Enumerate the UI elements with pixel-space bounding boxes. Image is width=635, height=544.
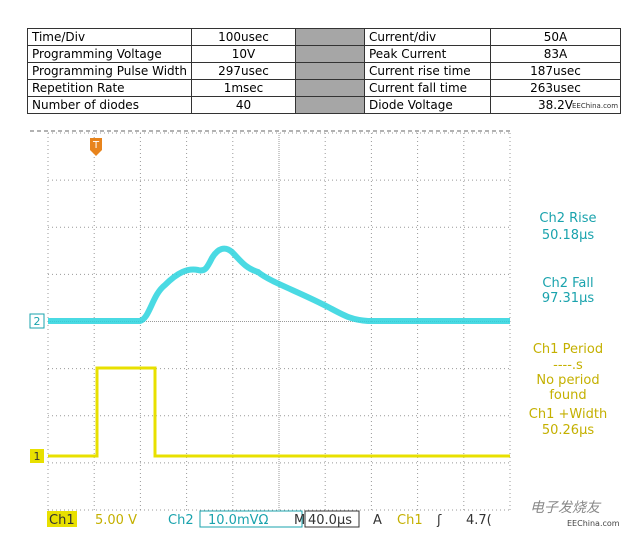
label-cell: Programming Voltage xyxy=(27,45,192,63)
settings-table: Time/Div 100usec Current/div 50A Programming… xyxy=(27,28,621,114)
readout-label: Ch1 +Width xyxy=(529,407,607,422)
ch1-label: Ch1 xyxy=(49,513,75,528)
trigger-mode: A xyxy=(373,513,382,528)
label-cell: Diode Voltage xyxy=(363,96,491,114)
trigger-level: 4.7( xyxy=(466,513,492,528)
logo: 电子发烧友 xyxy=(530,500,602,516)
value-cell: 1msec xyxy=(190,79,296,97)
table-row: Programming Pulse Width 297usec Current ri… xyxy=(27,62,621,80)
ch2-box xyxy=(199,510,303,528)
gray-cell xyxy=(294,28,365,46)
readout-label: Ch2 Rise xyxy=(539,211,596,226)
timebase-label: M xyxy=(294,513,305,528)
ch2-label: Ch2 xyxy=(168,513,194,528)
table-row: Time/Div 100usec Current/div 50A xyxy=(27,28,621,46)
readout-value: 50.26µs xyxy=(542,423,594,438)
readout-label: Ch2 Fall xyxy=(542,276,593,291)
table-row: Number of diodes 40 Diode Voltage 38.2V xyxy=(27,96,621,114)
value-cell: 50A xyxy=(489,28,621,46)
timebase-box xyxy=(304,510,360,528)
ch2-scale: 10.0mVΩ xyxy=(208,513,269,528)
table-row: Repetition Rate 1msec Current fall time 263… xyxy=(27,79,621,97)
label-cell: Current rise time xyxy=(363,62,491,80)
ch2-marker xyxy=(29,313,45,329)
trigger-slope: ʃ xyxy=(436,513,442,528)
label-cell: Number of diodes xyxy=(27,96,192,114)
gray-cell xyxy=(294,45,365,63)
ch1-marker xyxy=(30,449,44,463)
trigger-source: Ch1 xyxy=(397,513,423,528)
watermark: EEChina.com xyxy=(572,102,619,110)
ch2-marker-label: 2 xyxy=(34,315,41,328)
value-cell: 263usec xyxy=(489,79,621,97)
trigger-marker xyxy=(90,138,102,156)
timebase: 40.0µs xyxy=(308,513,352,528)
readout-value: 97.31µs xyxy=(542,291,594,306)
ch1-scale: 5.00 V xyxy=(95,513,137,528)
ch2-trace xyxy=(48,245,510,324)
value-cell: 38.2V xyxy=(489,96,621,114)
trigger-label: T xyxy=(92,140,100,151)
gray-cell xyxy=(294,62,365,80)
value-cell: 40 xyxy=(190,96,296,114)
status-bar: Ch1 5.00 V Ch2 10.0mVΩ M 40.0µs A Ch1 ʃ … xyxy=(47,510,492,528)
label-cell: Repetition Rate xyxy=(27,79,192,97)
readout-note: found xyxy=(549,388,586,403)
gray-cell xyxy=(294,96,365,114)
readout-value: 50.18µs xyxy=(542,228,594,243)
readout-note: No period xyxy=(536,373,599,388)
watermark: EEChina.com xyxy=(567,519,620,528)
ch1-box xyxy=(47,511,77,527)
ch1-trace xyxy=(48,366,510,458)
readout-value: ----.s xyxy=(553,358,583,373)
readout-label: Ch1 Period xyxy=(533,342,603,357)
ch1-marker-label: 1 xyxy=(34,450,41,463)
gray-cell xyxy=(294,79,365,97)
